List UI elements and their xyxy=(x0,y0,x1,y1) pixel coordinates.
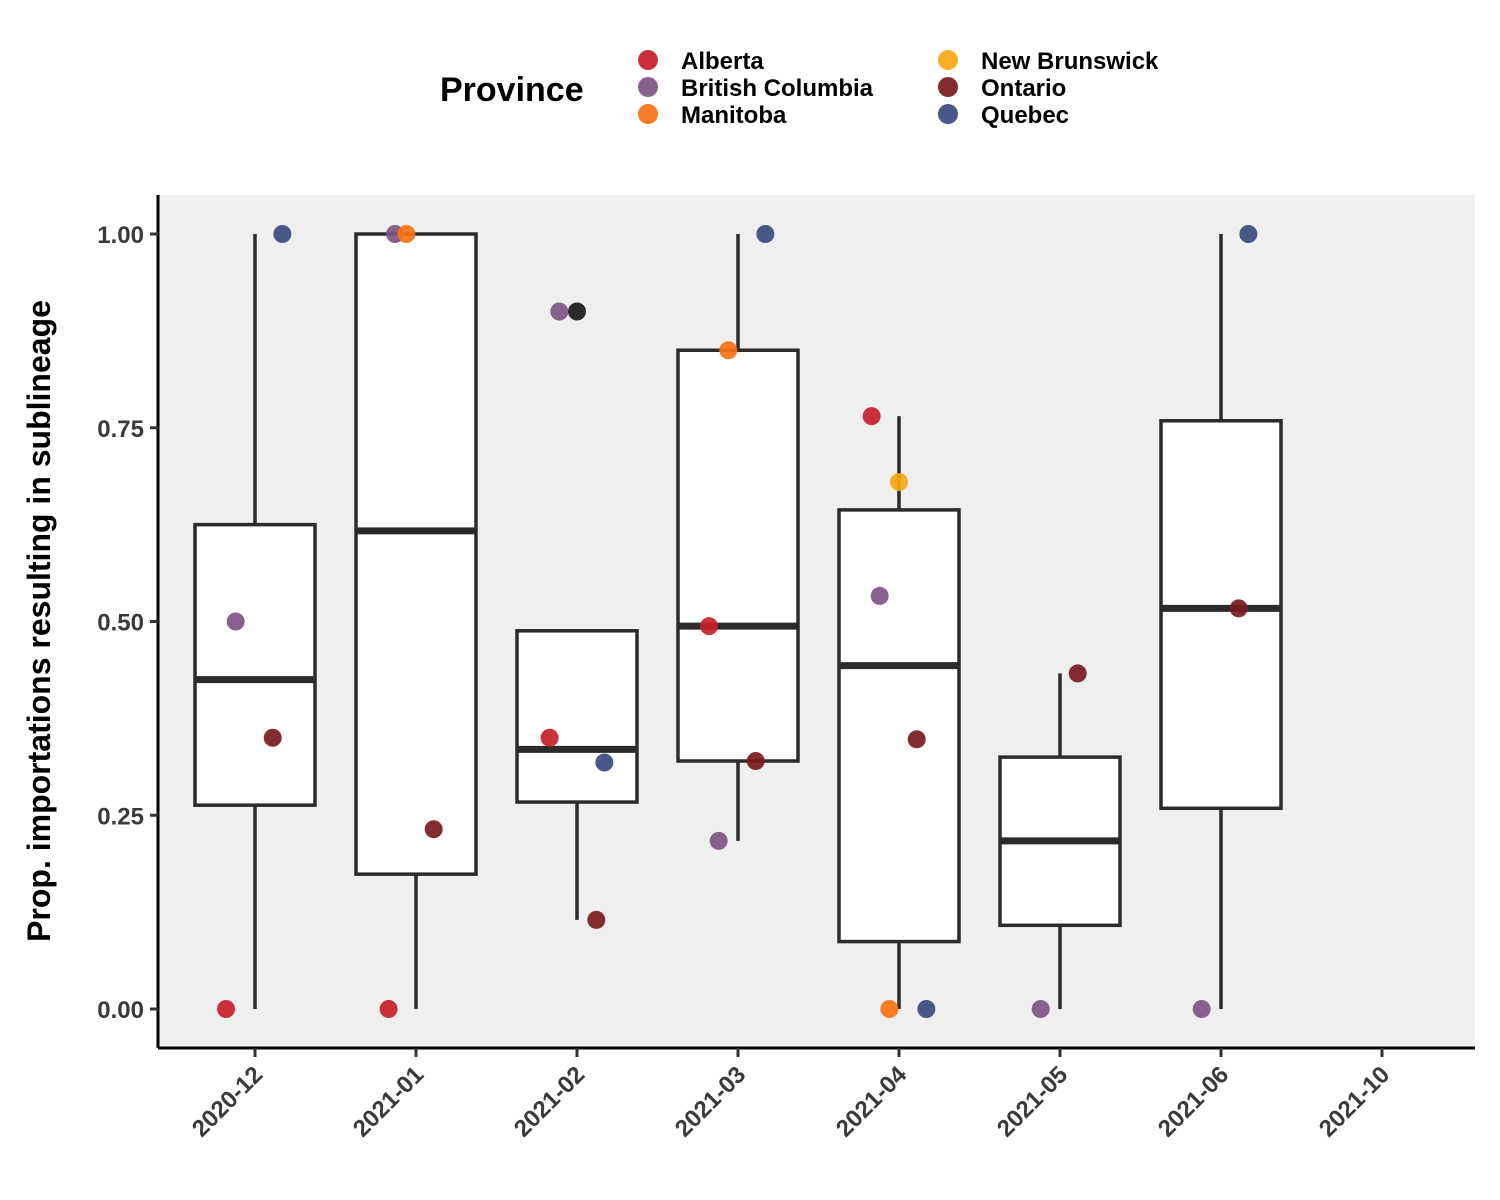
y-tick-label: 0.50 xyxy=(97,610,144,637)
legend-key xyxy=(638,77,658,97)
point-manitoba xyxy=(880,1000,899,1018)
point-ontario xyxy=(1068,664,1087,683)
y-axis-title: Prop. importations resulting in sublinea… xyxy=(21,300,57,942)
legend-title: Province xyxy=(440,71,584,109)
legend-entry: New Brunswick xyxy=(938,48,1159,75)
point-quebec xyxy=(917,1000,936,1018)
legend-label: New Brunswick xyxy=(981,48,1159,75)
point-british-columbia xyxy=(226,612,245,631)
point-quebec xyxy=(1239,225,1258,243)
box-2021-03 xyxy=(676,234,800,841)
point-alberta xyxy=(862,407,881,426)
box-2020-12 xyxy=(193,234,317,1009)
y-tick-label: 0.00 xyxy=(97,997,144,1024)
legend-entry: Alberta xyxy=(638,48,764,75)
point-ontario xyxy=(587,910,606,929)
legend-entry: British Columbia xyxy=(638,75,874,102)
point-quebec xyxy=(595,753,614,772)
box-2021-02 xyxy=(515,629,639,920)
point-ontario xyxy=(424,820,443,839)
point-ontario xyxy=(263,728,282,747)
y-tick-label: 1.00 xyxy=(97,222,144,249)
legend-entry: Ontario xyxy=(938,75,1066,102)
legend-entry: Manitoba xyxy=(638,102,787,129)
point-british-columbia xyxy=(709,831,728,850)
point-quebec xyxy=(756,225,775,243)
legend-key xyxy=(638,104,658,124)
point-new-brunswick xyxy=(890,473,908,491)
point-manitoba xyxy=(719,341,738,360)
point-alberta xyxy=(540,728,559,747)
box-iqr xyxy=(676,348,800,763)
legend-entry: Quebec xyxy=(938,102,1069,129)
point-ontario xyxy=(746,752,765,770)
legend-label: Ontario xyxy=(981,75,1066,102)
legend-key xyxy=(638,50,658,70)
legend-label: Alberta xyxy=(681,48,764,75)
boxes-layer xyxy=(193,232,1283,1009)
box-2021-01 xyxy=(354,232,478,1009)
points-layer xyxy=(217,225,1258,1018)
point-alberta xyxy=(700,617,719,636)
point-british-columbia xyxy=(550,302,569,321)
box-iqr xyxy=(837,508,961,944)
point-alberta xyxy=(379,1000,398,1018)
point-manitoba xyxy=(397,225,416,243)
legend-label: Quebec xyxy=(981,102,1069,129)
legend-key xyxy=(938,50,958,70)
point-ontario xyxy=(1229,599,1248,618)
point-british-columbia xyxy=(1192,1000,1211,1018)
point-ontario xyxy=(907,730,926,749)
point-unlabeled xyxy=(568,302,586,321)
box-iqr xyxy=(1159,419,1283,811)
box-2021-06 xyxy=(1159,234,1283,1009)
box-iqr xyxy=(193,522,317,807)
point-alberta xyxy=(217,1000,236,1018)
y-tick-label: 0.25 xyxy=(97,803,144,830)
legend-key xyxy=(938,77,958,97)
legend-label: British Columbia xyxy=(681,75,874,102)
y-tick-label: 0.75 xyxy=(97,416,144,443)
legend-key xyxy=(938,104,958,124)
point-quebec xyxy=(273,225,292,243)
point-british-columbia xyxy=(870,586,889,605)
legend-label: Manitoba xyxy=(681,102,787,129)
box-iqr xyxy=(354,232,478,876)
y-axis-ticks: 0.00 0.25 0.50 0.75 1.00 xyxy=(97,222,158,1024)
box-iqr xyxy=(515,629,639,804)
point-british-columbia xyxy=(1031,1000,1050,1018)
box-2021-05 xyxy=(998,673,1122,1009)
box-2021-04 xyxy=(837,416,961,1009)
